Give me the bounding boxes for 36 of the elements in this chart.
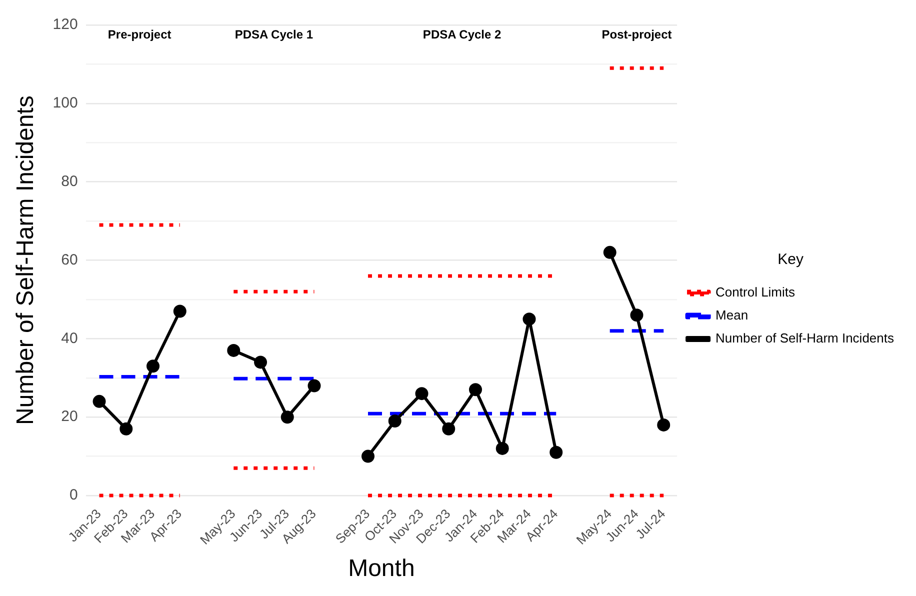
point	[657, 418, 670, 432]
point	[550, 446, 563, 459]
point	[442, 422, 456, 436]
y-tick-label: 0	[69, 486, 78, 504]
annotation: Pre-project	[108, 27, 172, 42]
x-axis-title: Month	[348, 555, 415, 582]
point	[496, 442, 509, 455]
point	[280, 410, 294, 424]
point	[468, 383, 482, 396]
point	[522, 312, 536, 326]
point	[227, 344, 240, 357]
y-tick-label: 60	[61, 251, 78, 268]
point	[362, 450, 374, 463]
annotation: PDSA Cycle 2	[422, 27, 502, 42]
annotation: PDSA Cycle 1	[234, 27, 314, 42]
point	[146, 360, 160, 373]
y-axis-title: Number of Self-Harm Incidents	[12, 96, 40, 425]
point	[415, 387, 428, 400]
y-tick-label: 120	[52, 16, 78, 34]
point	[630, 308, 644, 322]
legend-title: Key	[778, 251, 804, 268]
point	[254, 356, 268, 369]
point	[120, 422, 133, 436]
point	[308, 379, 321, 392]
legend-label: Control Limits	[716, 284, 796, 300]
y-tick-label: 100	[52, 94, 78, 112]
point	[388, 414, 402, 428]
y-tick-label: 40	[61, 330, 78, 347]
annotation: Post-project	[602, 27, 672, 42]
y-tick-label: 20	[61, 408, 78, 426]
legend-label: Number of Self-Harm Incidents	[716, 330, 894, 346]
point	[603, 246, 616, 259]
y-tick-label: 80	[61, 172, 78, 190]
legend-label: Mean	[716, 308, 748, 323]
point	[92, 394, 106, 408]
point	[173, 304, 186, 318]
